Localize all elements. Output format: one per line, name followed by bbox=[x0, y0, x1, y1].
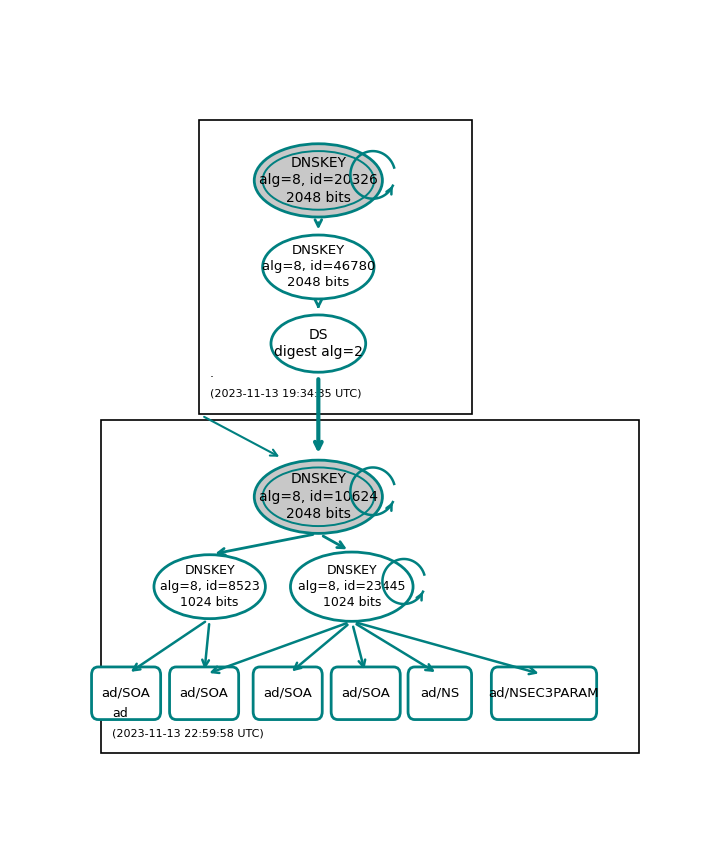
Text: ad/NSEC3PARAM: ad/NSEC3PARAM bbox=[489, 687, 600, 700]
FancyBboxPatch shape bbox=[170, 667, 239, 720]
FancyBboxPatch shape bbox=[198, 120, 472, 413]
FancyBboxPatch shape bbox=[101, 420, 638, 753]
Text: ad/SOA: ad/SOA bbox=[342, 687, 390, 700]
Text: DNSKEY
alg=8, id=20326
2048 bits: DNSKEY alg=8, id=20326 2048 bits bbox=[259, 156, 377, 205]
Text: ad/SOA: ad/SOA bbox=[101, 687, 150, 700]
Ellipse shape bbox=[255, 460, 383, 534]
Text: ad/NS: ad/NS bbox=[420, 687, 459, 700]
Ellipse shape bbox=[154, 554, 265, 618]
Text: (2023-11-13 22:59:58 UTC): (2023-11-13 22:59:58 UTC) bbox=[112, 728, 264, 738]
Text: DNSKEY
alg=8, id=10624
2048 bits: DNSKEY alg=8, id=10624 2048 bits bbox=[259, 472, 378, 521]
Text: DS
digest alg=2: DS digest alg=2 bbox=[274, 328, 363, 359]
Ellipse shape bbox=[262, 235, 374, 299]
FancyBboxPatch shape bbox=[331, 667, 400, 720]
FancyBboxPatch shape bbox=[253, 667, 322, 720]
Text: DNSKEY
alg=8, id=46780
2048 bits: DNSKEY alg=8, id=46780 2048 bits bbox=[262, 245, 375, 290]
FancyBboxPatch shape bbox=[408, 667, 472, 720]
Text: .: . bbox=[210, 367, 214, 380]
Text: DNSKEY
alg=8, id=8523
1024 bits: DNSKEY alg=8, id=8523 1024 bits bbox=[160, 564, 260, 609]
FancyBboxPatch shape bbox=[491, 667, 597, 720]
Ellipse shape bbox=[255, 144, 383, 217]
Text: ad/SOA: ad/SOA bbox=[263, 687, 312, 700]
Ellipse shape bbox=[290, 552, 413, 621]
Ellipse shape bbox=[271, 315, 366, 372]
Text: (2023-11-13 19:34:35 UTC): (2023-11-13 19:34:35 UTC) bbox=[210, 388, 361, 399]
Text: ad: ad bbox=[112, 707, 128, 720]
Text: ad/SOA: ad/SOA bbox=[180, 687, 229, 700]
FancyBboxPatch shape bbox=[91, 667, 160, 720]
Text: DNSKEY
alg=8, id=23445
1024 bits: DNSKEY alg=8, id=23445 1024 bits bbox=[298, 564, 406, 609]
